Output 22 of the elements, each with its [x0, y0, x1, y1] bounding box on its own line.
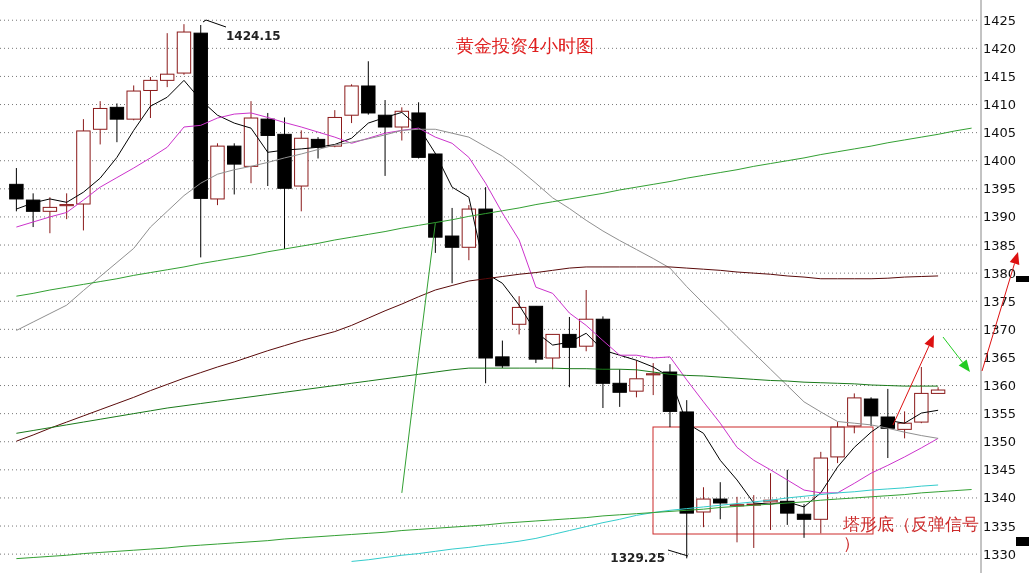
y-tick-label: 1330: [983, 546, 1017, 562]
y-tick-label: 1390: [983, 209, 1017, 225]
y-tick-label: 1365: [983, 349, 1017, 365]
annotation: 塔形底（反弹信号）: [842, 514, 979, 553]
annotation: 1424.15: [226, 29, 281, 43]
y-tick-label: 1410: [983, 97, 1017, 113]
y-tick-label: 1420: [983, 40, 1017, 56]
annotation: 1329.25: [610, 551, 665, 565]
y-tick-label: 1385: [983, 237, 1017, 253]
y-tick-label: 1400: [983, 153, 1017, 169]
y-tick-label: 1395: [983, 181, 1017, 197]
y-tick-label: 1335: [983, 518, 1017, 534]
y-tick-label: 1345: [983, 462, 1017, 478]
y-tick-label: 1425: [983, 12, 1017, 28]
y-tick-label: 1355: [983, 406, 1017, 422]
y-tick-label: 1350: [983, 434, 1017, 450]
y-tick-label: 1415: [983, 68, 1017, 84]
y-tick-label: 1405: [983, 125, 1017, 141]
y-tick-label: 1375: [983, 293, 1017, 309]
text: 黄金投资4小时图: [456, 35, 594, 56]
y-tick-label: 1360: [983, 378, 1017, 394]
y-tick-label: 1340: [983, 490, 1017, 506]
